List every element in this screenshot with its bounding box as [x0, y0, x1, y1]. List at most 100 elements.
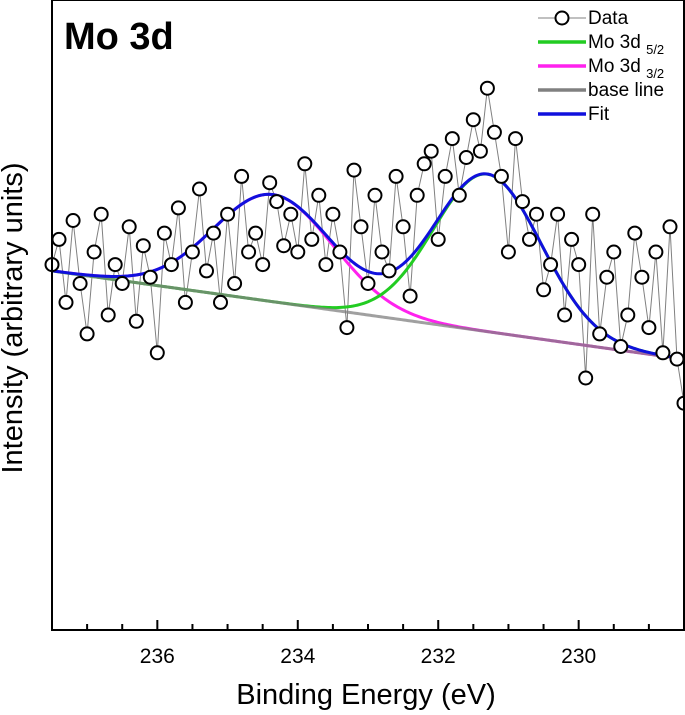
- data-point: [241, 244, 257, 260]
- data-point: [662, 219, 678, 235]
- data-point: [177, 294, 193, 310]
- data-point: [472, 143, 488, 159]
- data-point: [627, 225, 643, 241]
- panel-title: Mo 3d: [64, 16, 174, 58]
- legend-entry-fit: Fit: [538, 104, 610, 125]
- data-point: [192, 181, 207, 197]
- data-point: [353, 219, 369, 235]
- data-point: [585, 206, 601, 222]
- data-point: [458, 150, 474, 165]
- data-point: [620, 307, 636, 323]
- x-tick-label: 232: [421, 645, 456, 668]
- legend-entry-data: Data: [538, 8, 629, 29]
- data-point: [381, 263, 397, 279]
- fit-curve: [51, 172, 685, 361]
- data-point: [536, 282, 552, 298]
- x-tick-label: 230: [561, 645, 596, 668]
- legend-label-data: Data: [588, 8, 629, 29]
- data-point: [437, 168, 453, 184]
- data-point: [571, 257, 587, 273]
- data-point: [339, 320, 355, 336]
- data-point: [86, 244, 102, 260]
- data-point: [444, 131, 460, 147]
- y-axis-title: Intensity (arbitrary units): [0, 162, 29, 473]
- data-point: [58, 294, 74, 310]
- x-tick-label: 234: [280, 645, 315, 668]
- x-tick-label: 236: [140, 645, 175, 668]
- data-point: [248, 225, 264, 241]
- data-point: [634, 269, 650, 285]
- data-point: [184, 244, 200, 260]
- data-point: [543, 257, 559, 273]
- data-point: [65, 213, 81, 228]
- data-point: [515, 194, 530, 210]
- data-point: [479, 80, 495, 96]
- x-axis-ticks: 236 234 232 230: [51, 620, 685, 668]
- data-points-layer: [44, 80, 685, 411]
- data-point: [276, 238, 292, 254]
- data-point: [451, 187, 467, 203]
- data-point: [360, 276, 376, 291]
- data-point: [283, 206, 299, 222]
- data-point: [114, 276, 130, 291]
- data-point: [311, 187, 327, 203]
- data-point: [402, 288, 418, 304]
- data-point: [262, 175, 278, 191]
- data-point: [423, 143, 439, 159]
- data-point: [669, 351, 685, 367]
- data-point: [269, 194, 285, 210]
- data-point: [430, 231, 446, 247]
- legend-label-base: base line: [588, 80, 664, 101]
- data-point: [374, 244, 390, 260]
- data-point: [156, 225, 172, 241]
- data-point: [163, 257, 179, 273]
- data-point: [346, 162, 362, 178]
- data-point: [465, 112, 481, 128]
- data-point: [213, 294, 228, 310]
- data-point: [142, 269, 158, 285]
- data-point: [318, 257, 334, 273]
- baseline-curve: [51, 269, 685, 361]
- data-point: [508, 131, 523, 147]
- legend-entry-base: base line: [538, 80, 664, 101]
- data-point: [578, 370, 594, 386]
- data-point: [170, 200, 186, 216]
- data-point: [522, 231, 537, 247]
- data-point: [297, 156, 313, 172]
- data-point: [325, 206, 341, 222]
- data-point: [227, 276, 243, 291]
- data-point: [529, 206, 544, 222]
- data-point: [107, 257, 123, 273]
- data-point: [72, 276, 88, 291]
- data-point: [409, 187, 425, 203]
- data-point: [51, 231, 67, 247]
- data-point: [557, 307, 573, 323]
- data-point: [592, 326, 608, 342]
- data-point: [304, 231, 320, 247]
- data-point: [395, 219, 411, 235]
- data-point: [199, 263, 214, 279]
- data-point: [486, 124, 502, 140]
- data-point: [234, 168, 250, 184]
- data-point: [149, 345, 165, 361]
- data-point: [388, 168, 404, 184]
- data-point: [550, 206, 566, 222]
- data-point: [128, 313, 144, 329]
- data-point: [416, 156, 432, 172]
- data-point: [93, 206, 109, 222]
- data-point: [599, 269, 615, 285]
- data-point: [332, 244, 348, 260]
- data-point: [564, 231, 580, 247]
- data-point: [648, 244, 664, 260]
- data-point: [100, 307, 116, 323]
- x-axis-title: Binding Energy (eV): [236, 679, 496, 711]
- legend-label-fit: Fit: [588, 104, 610, 125]
- data-point: [493, 168, 509, 184]
- data-point: [79, 326, 95, 342]
- data-point: [367, 187, 383, 203]
- data-point: [121, 219, 137, 235]
- legend-swatch-data-marker: [554, 10, 570, 26]
- data-point: [655, 345, 671, 361]
